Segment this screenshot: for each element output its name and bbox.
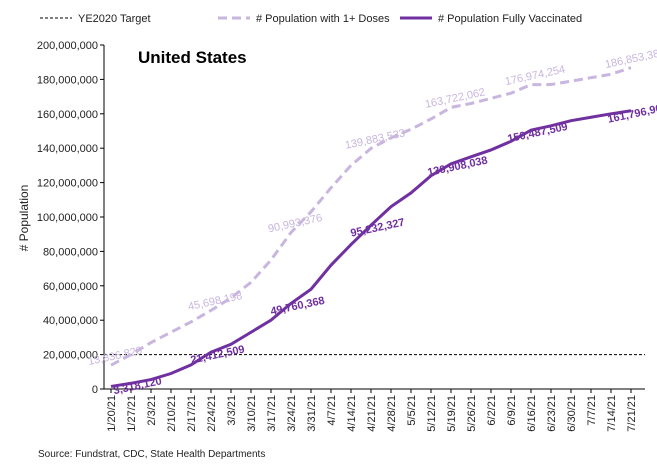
y-tick-label: 120,000,000 — [37, 178, 98, 190]
x-tick-label: 4/28/21 — [386, 395, 398, 432]
x-tick-label: 6/16/21 — [526, 395, 538, 432]
x-tick-label: 5/5/21 — [406, 395, 418, 426]
y-tick-label: 20,000,000 — [43, 350, 98, 362]
y-tick-label: 40,000,000 — [43, 315, 98, 327]
x-tick-label: 1/27/21 — [126, 395, 138, 432]
x-tick-label: 6/9/21 — [506, 395, 518, 426]
data-label: 161,796,909 — [606, 101, 657, 125]
x-tick-label: 3/3/21 — [226, 395, 238, 426]
x-tick-label: 6/30/21 — [566, 395, 578, 432]
legend-label: # Population Fully Vaccinated — [438, 13, 582, 25]
x-tick-label: 5/12/21 — [426, 395, 438, 432]
y-tick-label: 160,000,000 — [37, 109, 98, 121]
series-line — [110, 109, 632, 388]
y-axis-label: # Population — [17, 185, 31, 252]
x-tick-label: 7/21/21 — [626, 395, 638, 432]
data-label: 45,698,198 — [187, 290, 243, 313]
x-tick-label: 5/26/21 — [466, 395, 478, 432]
x-tick-label: 7/14/21 — [606, 395, 618, 432]
data-label: 3,318,120 — [112, 375, 162, 397]
x-tick-label: 2/3/21 — [146, 395, 158, 426]
x-tick-label: 3/31/21 — [306, 395, 318, 432]
data-label: 139,883,533 — [344, 127, 406, 151]
x-tick-label: 3/10/21 — [246, 395, 258, 432]
x-tick-label: 4/21/21 — [366, 395, 378, 432]
x-tick-label: 7/7/21 — [586, 395, 598, 426]
chart-title: United States — [138, 48, 247, 67]
y-tick-label: 80,000,000 — [43, 246, 98, 258]
legend-label: # Population with 1+ Doses — [256, 13, 390, 25]
x-tick-label: 3/17/21 — [266, 395, 278, 432]
data-label: 21,412,509 — [189, 344, 245, 367]
data-label: 90,993,376 — [267, 212, 323, 235]
source-note: Source: Fundstrat, CDC, State Health Dep… — [38, 449, 265, 460]
legend-label: YE2020 Target — [78, 13, 151, 25]
y-tick-label: 100,000,000 — [37, 212, 98, 224]
data-label: 130,908,038 — [426, 155, 488, 179]
y-tick-label: 200,000,000 — [37, 40, 98, 52]
data-label: 150,487,509 — [506, 121, 568, 145]
x-tick-label: 5/19/21 — [446, 395, 458, 432]
series-line — [110, 66, 632, 367]
x-tick-label: 2/17/21 — [186, 395, 198, 432]
x-tick-label: 1/20/21 — [106, 395, 118, 432]
x-tick-label: 6/23/21 — [546, 395, 558, 432]
x-tick-label: 4/14/21 — [346, 395, 358, 432]
y-tick-label: 140,000,000 — [37, 143, 98, 155]
y-tick-label: 180,000,000 — [37, 74, 98, 86]
y-tick-label: 0 — [92, 384, 98, 396]
x-tick-label: 3/24/21 — [286, 395, 298, 432]
x-tick-label: 2/10/21 — [166, 395, 178, 432]
x-tick-label: 4/7/21 — [326, 395, 338, 426]
x-tick-label: 2/24/21 — [206, 395, 218, 432]
y-tick-label: 60,000,000 — [43, 281, 98, 293]
x-tick-label: 6/2/21 — [486, 395, 498, 426]
